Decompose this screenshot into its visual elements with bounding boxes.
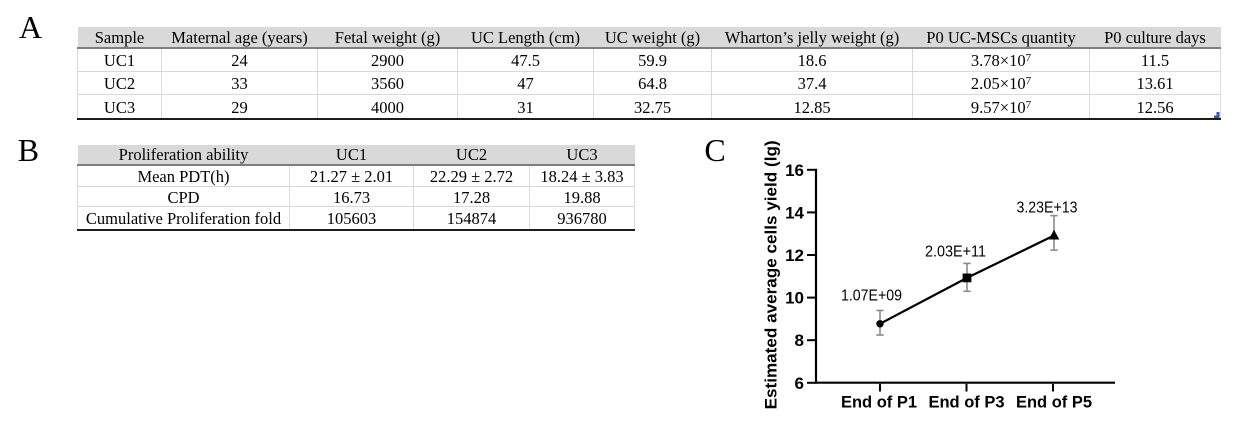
svg-text:6: 6 <box>795 374 804 393</box>
svg-text:14: 14 <box>785 203 804 222</box>
svg-text:2.03E+11: 2.03E+11 <box>925 243 986 260</box>
svg-text:Estimated average cells yield: Estimated average cells yield (lg) <box>762 140 781 409</box>
svg-text:8: 8 <box>795 331 804 350</box>
svg-text:3.23E+13: 3.23E+13 <box>1017 200 1078 217</box>
svg-text:10: 10 <box>785 289 804 308</box>
svg-text:12: 12 <box>785 246 804 265</box>
svg-text:End of P1: End of P1 <box>841 394 917 412</box>
svg-text:End of P5: End of P5 <box>1016 394 1092 412</box>
svg-text:End of P3: End of P3 <box>928 394 1004 412</box>
svg-text:16: 16 <box>785 161 804 180</box>
svg-text:1.07E+09: 1.07E+09 <box>841 287 902 304</box>
